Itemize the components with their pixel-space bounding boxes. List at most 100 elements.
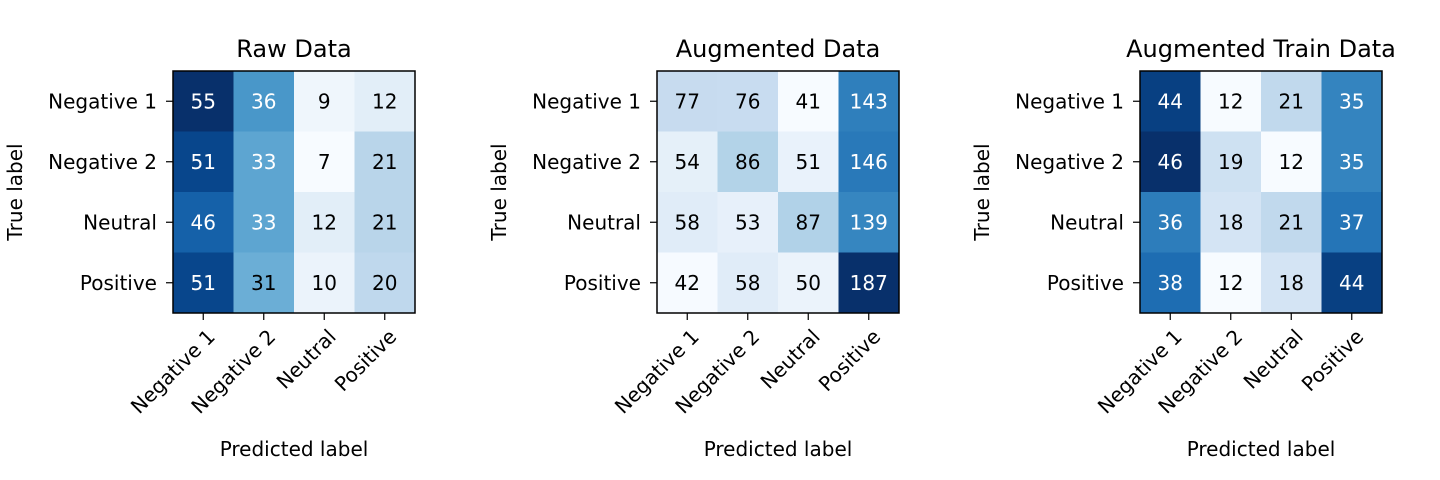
- cell-value-label: 53: [735, 210, 760, 234]
- heatmap-cell: [1261, 71, 1322, 132]
- heatmap-cell: [1140, 192, 1201, 253]
- cell-value-label: 18: [1279, 271, 1304, 295]
- heatmap-cell: [778, 131, 839, 193]
- cell-value-label: 38: [1158, 271, 1183, 295]
- cell-value-label: 7: [318, 150, 331, 174]
- cell-value-label: 35: [1339, 89, 1364, 113]
- cell-value-label: 51: [796, 150, 821, 174]
- x-tick-label: Neutral: [272, 325, 341, 394]
- cell-value-label: 19: [1218, 150, 1243, 174]
- heatmap-cell: [294, 131, 355, 193]
- y-axis-label: True label: [970, 143, 994, 241]
- heatmap-cell: [294, 192, 355, 253]
- cell-value-label: 36: [1158, 210, 1183, 234]
- cell-value-label: 12: [312, 210, 337, 234]
- x-axis-label: Predicted label: [220, 437, 369, 461]
- y-axis-label: True label: [487, 143, 511, 241]
- cell-value-label: 139: [850, 210, 888, 234]
- cell-value-label: 76: [735, 89, 760, 113]
- heatmap-cell: [354, 71, 416, 132]
- heatmap-cell: [1140, 252, 1201, 314]
- heatmap-cell: [1200, 71, 1262, 132]
- heatmap-cell: [233, 192, 295, 253]
- chart-title: Raw Data: [236, 35, 351, 63]
- x-tick-label: Positive: [814, 325, 885, 396]
- cell-value-label: 33: [251, 150, 276, 174]
- cell-value-label: 21: [372, 150, 397, 174]
- heatmap-cell: [1200, 131, 1262, 193]
- heatmap-cell: [657, 71, 718, 132]
- cell-value-label: 41: [796, 89, 821, 113]
- heatmap-cell: [233, 131, 295, 193]
- heatmap-cell: [657, 192, 718, 253]
- y-tick-label: Negative 1: [48, 89, 157, 113]
- cell-value-label: 12: [1279, 150, 1304, 174]
- heatmap-cell: [1321, 192, 1383, 253]
- heatmap-cell: [173, 131, 234, 193]
- cell-value-label: 12: [1218, 89, 1243, 113]
- y-tick-label: Negative 2: [1015, 150, 1124, 174]
- cell-value-label: 187: [850, 271, 888, 295]
- x-tick-label: Neutral: [756, 325, 825, 394]
- heatmap-cell: [717, 71, 779, 132]
- heatmap-cell: [778, 71, 839, 132]
- heatmap-cell: [1140, 71, 1201, 132]
- heatmap-cell: [717, 131, 779, 193]
- heatmap-cell: [838, 71, 900, 132]
- plot-frame: [172, 70, 416, 314]
- cell-value-label: 77: [675, 89, 700, 113]
- cell-value-label: 21: [1279, 89, 1304, 113]
- confusion-matrix-panel-1: 55 36 9 12 51 33 7 21 46 33 12 21 51 31 10 20 Negative 1…: [3, 35, 416, 461]
- heatmap-cell: [657, 131, 718, 193]
- heatmap-cell: [838, 192, 900, 253]
- x-tick-label: Neutral: [1239, 325, 1308, 394]
- cell-value-label: 51: [191, 150, 216, 174]
- heatmap-cell: [778, 252, 839, 314]
- heatmap-cell: [1261, 131, 1322, 193]
- y-tick-label: Positive: [564, 271, 641, 295]
- y-tick-label: Neutral: [1050, 210, 1124, 234]
- x-tick-label: Positive: [1297, 325, 1368, 396]
- cell-value-label: 33: [251, 210, 276, 234]
- y-tick-label: Neutral: [567, 210, 641, 234]
- heatmap-cell: [233, 252, 295, 314]
- y-tick-label: Positive: [1047, 271, 1124, 295]
- cell-value-label: 46: [191, 210, 216, 234]
- heatmap-cell: [173, 252, 234, 314]
- cell-value-label: 35: [1339, 150, 1364, 174]
- cell-value-label: 58: [735, 271, 760, 295]
- cell-value-label: 20: [372, 271, 397, 295]
- heatmap-cell: [717, 192, 779, 253]
- cell-value-label: 21: [372, 210, 397, 234]
- heatmap-cell: [354, 131, 416, 193]
- heatmap-cell: [1321, 252, 1383, 314]
- heatmap-cell: [717, 252, 779, 314]
- cell-value-label: 44: [1158, 89, 1183, 113]
- cell-value-label: 9: [318, 89, 331, 113]
- cell-value-label: 54: [675, 150, 700, 174]
- heatmap-cell: [294, 71, 355, 132]
- heatmap-cell: [1140, 131, 1201, 193]
- y-axis-label: True label: [3, 143, 27, 241]
- cell-value-label: 143: [850, 89, 888, 113]
- y-tick-label: Negative 2: [532, 150, 641, 174]
- x-axis-label: Predicted label: [1187, 437, 1336, 461]
- heatmap-cell: [838, 131, 900, 193]
- cell-value-label: 18: [1218, 210, 1243, 234]
- x-tick-label: Positive: [330, 325, 401, 396]
- cell-value-label: 10: [312, 271, 337, 295]
- plot-frame: [1139, 70, 1383, 314]
- heatmap-cell: [173, 71, 234, 132]
- heatmap-cell: [1261, 192, 1322, 253]
- cell-value-label: 42: [675, 271, 700, 295]
- heatmap-cell: [354, 192, 416, 253]
- cell-value-label: 37: [1339, 210, 1364, 234]
- cell-value-label: 146: [850, 150, 888, 174]
- cell-value-label: 50: [796, 271, 821, 295]
- heatmap-cell: [778, 192, 839, 253]
- chart-title: Augmented Train Data: [1126, 35, 1396, 63]
- heatmap-cell: [657, 252, 718, 314]
- cell-value-label: 51: [191, 271, 216, 295]
- heatmap-cell: [354, 252, 416, 314]
